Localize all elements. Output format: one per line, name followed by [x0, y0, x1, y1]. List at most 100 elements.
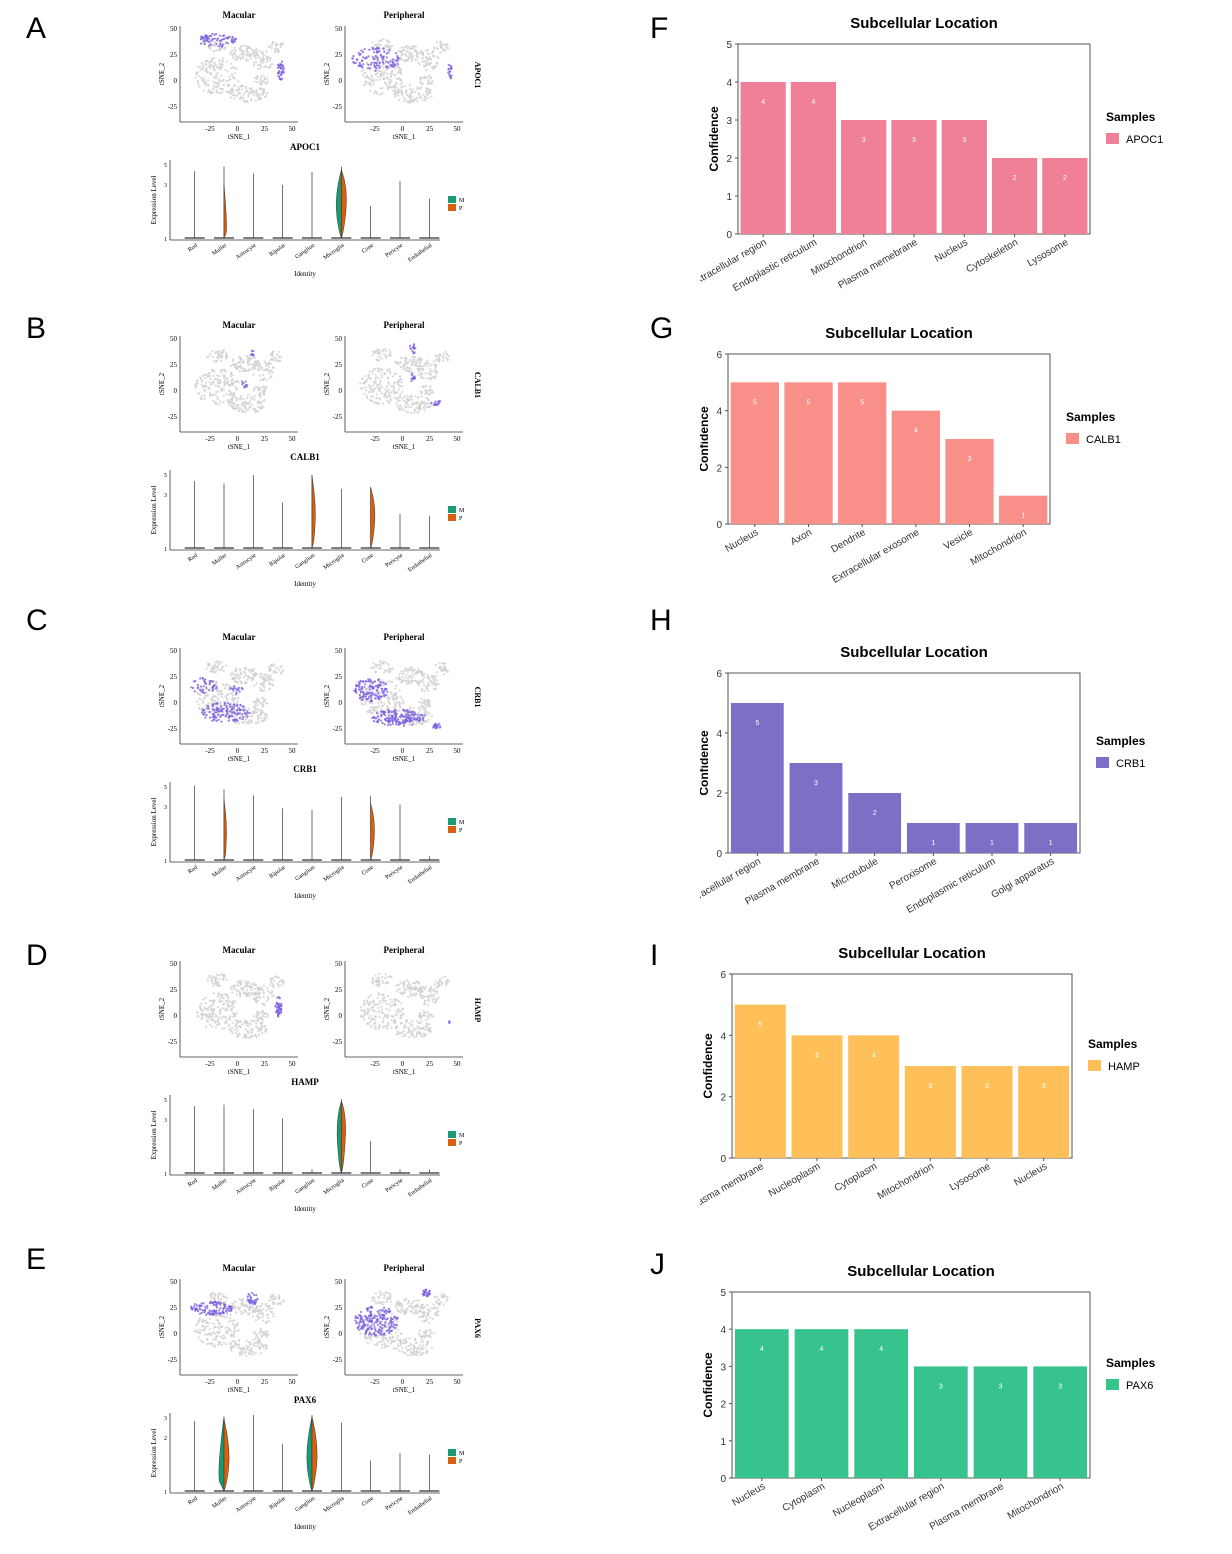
tsne-point	[215, 350, 218, 353]
tsne-point	[254, 674, 257, 678]
tsne-point	[262, 1346, 265, 1350]
tsne-point	[258, 713, 261, 716]
tsne-point	[259, 1024, 262, 1027]
tsne-point	[383, 996, 386, 999]
tsne-point	[377, 377, 380, 380]
tsne-point	[258, 67, 261, 70]
tsne-point	[262, 711, 265, 714]
tsne-highlight-point	[243, 386, 246, 389]
tsne-highlight-point	[367, 63, 370, 66]
tsne-x-tick-label: 25	[261, 125, 269, 133]
tsne-point	[416, 1019, 419, 1023]
tsne-point	[254, 991, 257, 994]
tsne-point	[198, 75, 201, 78]
tsne-point	[214, 979, 217, 983]
tsne-point	[228, 75, 231, 78]
tsne-highlight-point	[386, 708, 389, 711]
tsne-point	[416, 396, 419, 399]
tsne-highlight-point	[217, 713, 220, 717]
tsne-point	[237, 1346, 240, 1350]
tsne-point	[370, 399, 373, 402]
tsne-point	[256, 402, 259, 405]
tsne-point	[244, 668, 247, 672]
tsne-point	[422, 986, 425, 989]
tsne-point	[245, 993, 248, 996]
tsne-highlight-point	[200, 690, 203, 694]
tsne-point	[424, 49, 428, 52]
tsne-point	[393, 396, 396, 399]
tsne-point	[392, 699, 395, 702]
tsne-highlight-point	[378, 683, 381, 686]
tsne-point	[374, 373, 377, 376]
tsne-point	[428, 56, 431, 59]
tsne-point	[393, 93, 396, 96]
tsne-point	[399, 366, 402, 369]
tsne-point	[219, 68, 222, 71]
tsne-point	[389, 75, 393, 78]
tsne-point	[240, 987, 243, 990]
tsne-highlight-point	[391, 722, 394, 725]
tsne-point	[211, 350, 214, 353]
tsne-point	[251, 1309, 254, 1312]
tsne-point	[404, 89, 407, 92]
tsne-point	[413, 668, 416, 672]
tsne-highlight-point	[380, 715, 383, 718]
tsne-point	[380, 374, 383, 377]
tsne-point	[433, 370, 436, 373]
tsne-point	[428, 75, 431, 78]
tsne-point	[382, 1017, 385, 1020]
tsne-point	[402, 1030, 405, 1033]
tsne-point	[430, 985, 433, 989]
tsne-point	[393, 706, 396, 709]
tsne-point	[244, 44, 247, 47]
tsne-point	[410, 360, 413, 363]
tsne-point	[237, 1306, 240, 1309]
tsne-point	[255, 1335, 258, 1338]
tsne-point	[375, 78, 378, 81]
tsne-highlight-point	[201, 35, 204, 39]
tsne-point	[235, 1035, 239, 1038]
tsne-point	[210, 709, 213, 713]
tsne-point	[439, 51, 442, 54]
tsne-point	[220, 1343, 223, 1347]
tsne-point	[212, 1322, 215, 1325]
tsne-point	[263, 686, 266, 689]
tsne-point	[270, 47, 273, 50]
tsne-point	[253, 54, 256, 57]
tsne-point	[200, 1002, 203, 1005]
tsne-point	[257, 1341, 260, 1345]
tsne-point	[366, 700, 369, 703]
tsne-point	[373, 401, 376, 404]
tsne-highlight-point	[383, 694, 386, 697]
tsne-highlight-point	[204, 34, 207, 37]
tsne-point	[258, 389, 261, 392]
tsne-point	[260, 672, 263, 675]
tsne-point	[267, 1313, 270, 1316]
tsne-point	[219, 1314, 222, 1318]
tsne-point	[404, 53, 407, 56]
tsne-point	[268, 991, 271, 994]
tsne-point	[406, 361, 409, 365]
tsne-point	[211, 981, 214, 985]
tsne-point	[426, 406, 430, 409]
tsne-point	[215, 665, 218, 668]
tsne-point	[402, 982, 405, 985]
tsne-point	[198, 707, 201, 710]
tsne-point	[229, 1313, 232, 1316]
tsne-highlight-point	[448, 73, 451, 76]
tsne-point	[253, 984, 256, 987]
tsne-point	[239, 1347, 242, 1350]
tsne-point	[425, 93, 428, 96]
tsne-point	[381, 402, 385, 405]
tsne-point	[216, 83, 219, 86]
tsne-point	[209, 1333, 213, 1336]
tsne-highlight-point	[387, 723, 390, 727]
tsne-point	[212, 695, 215, 699]
tsne-point	[405, 668, 408, 671]
tsne-point	[418, 370, 421, 373]
tsne-point	[386, 975, 389, 979]
tsne-point	[242, 1035, 245, 1038]
tsne-point	[370, 395, 373, 398]
tsne-point	[253, 368, 256, 371]
tsne-highlight-point	[215, 687, 218, 690]
